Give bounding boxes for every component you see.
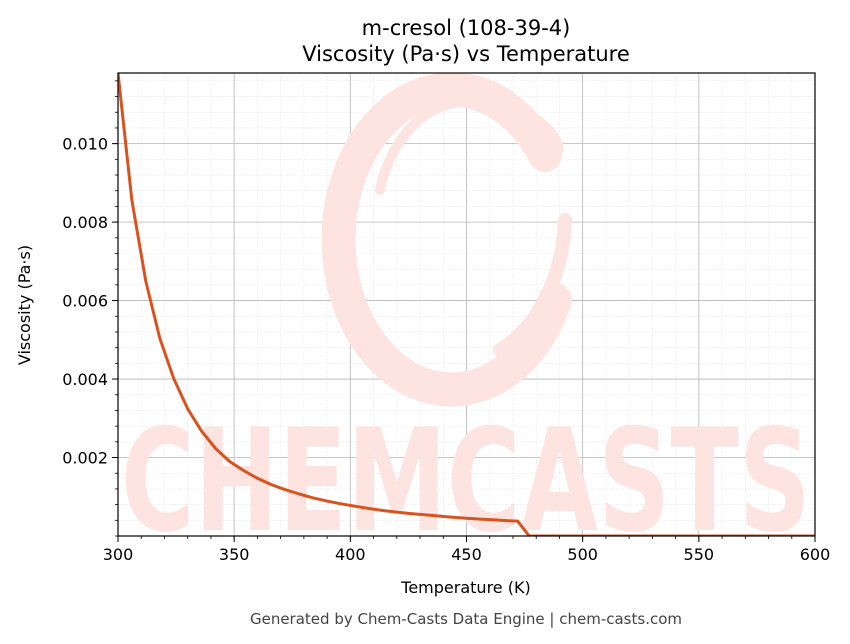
- y-tick-label: 0.008: [62, 213, 108, 232]
- y-tick-label: 0.006: [62, 292, 108, 311]
- x-tick-label: 350: [219, 545, 250, 564]
- watermark-text: CHEMCASTS: [121, 399, 811, 564]
- x-tick-label: 400: [335, 545, 366, 564]
- x-tick-label: 450: [451, 545, 482, 564]
- x-tick-label: 600: [800, 545, 831, 564]
- x-axis: 300 350 400 450 500 550 600: [103, 536, 831, 564]
- chemcasts-watermark: CHEMCASTS: [121, 73, 811, 564]
- x-axis-label: Temperature (K): [400, 578, 530, 597]
- y-axis: 0.002 0.004 0.006 0.008 0.010: [62, 80, 118, 537]
- y-axis-label: Viscosity (Pa·s): [15, 245, 34, 365]
- x-tick-label: 300: [103, 545, 134, 564]
- footer-credit: Generated by Chem-Casts Data Engine | ch…: [250, 610, 682, 628]
- x-tick-label: 550: [684, 545, 715, 564]
- x-tick-label: 500: [567, 545, 598, 564]
- chart-title: m-cresol (108-39-4): [362, 16, 571, 40]
- y-tick-label: 0.004: [62, 370, 108, 389]
- watermark-swirl-logo: [321, 73, 572, 407]
- y-tick-label: 0.002: [62, 449, 108, 468]
- y-tick-label: 0.010: [62, 135, 108, 154]
- chart-subtitle: Viscosity (Pa·s) vs Temperature: [302, 42, 630, 66]
- viscosity-series-line: [118, 73, 815, 536]
